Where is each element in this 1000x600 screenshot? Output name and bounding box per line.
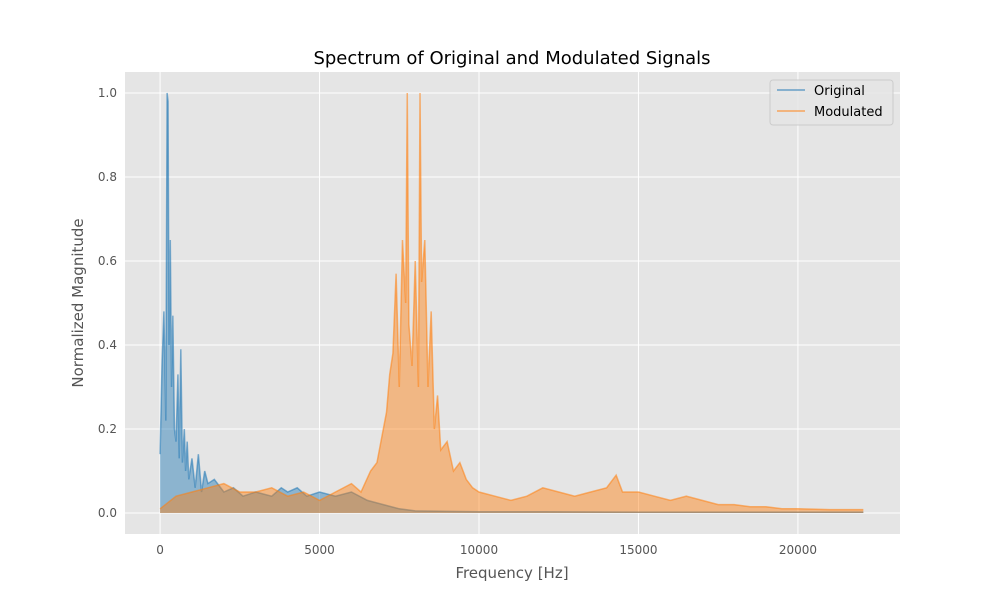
x-tick-label: 0 bbox=[156, 543, 164, 557]
legend-label-modulated: Modulated bbox=[814, 105, 883, 120]
y-tick-label: 0.4 bbox=[98, 338, 117, 352]
series-line-modulated bbox=[159, 92, 864, 511]
y-axis-label: Normalized Magnitude bbox=[69, 218, 87, 387]
x-tick-label: 10000 bbox=[460, 543, 498, 557]
y-tick-label: 0.0 bbox=[98, 506, 117, 520]
y-tick-label: 0.2 bbox=[98, 422, 117, 436]
chart-title: Spectrum of Original and Modulated Signa… bbox=[313, 48, 710, 69]
x-tick-label: 20000 bbox=[779, 543, 817, 557]
x-tick-label: 15000 bbox=[619, 543, 657, 557]
x-tick-labels: 0 5000 10000 15000 20000 bbox=[156, 543, 817, 557]
legend-box bbox=[769, 79, 894, 126]
y-tick-label: 0.8 bbox=[98, 170, 117, 184]
plot-area bbox=[125, 72, 900, 534]
legend: Original Modulated bbox=[769, 79, 894, 126]
legend-label-original: Original bbox=[814, 84, 865, 99]
series-line-original bbox=[159, 92, 864, 513]
series-lines bbox=[159, 92, 864, 513]
x-tick-label: 5000 bbox=[304, 543, 335, 557]
x-axis-label: Frequency [Hz] bbox=[455, 564, 568, 582]
y-tick-label: 1.0 bbox=[98, 86, 117, 100]
y-tick-labels: 0.0 0.2 0.4 0.6 0.8 1.0 bbox=[98, 86, 117, 520]
y-tick-label: 0.6 bbox=[98, 254, 117, 268]
